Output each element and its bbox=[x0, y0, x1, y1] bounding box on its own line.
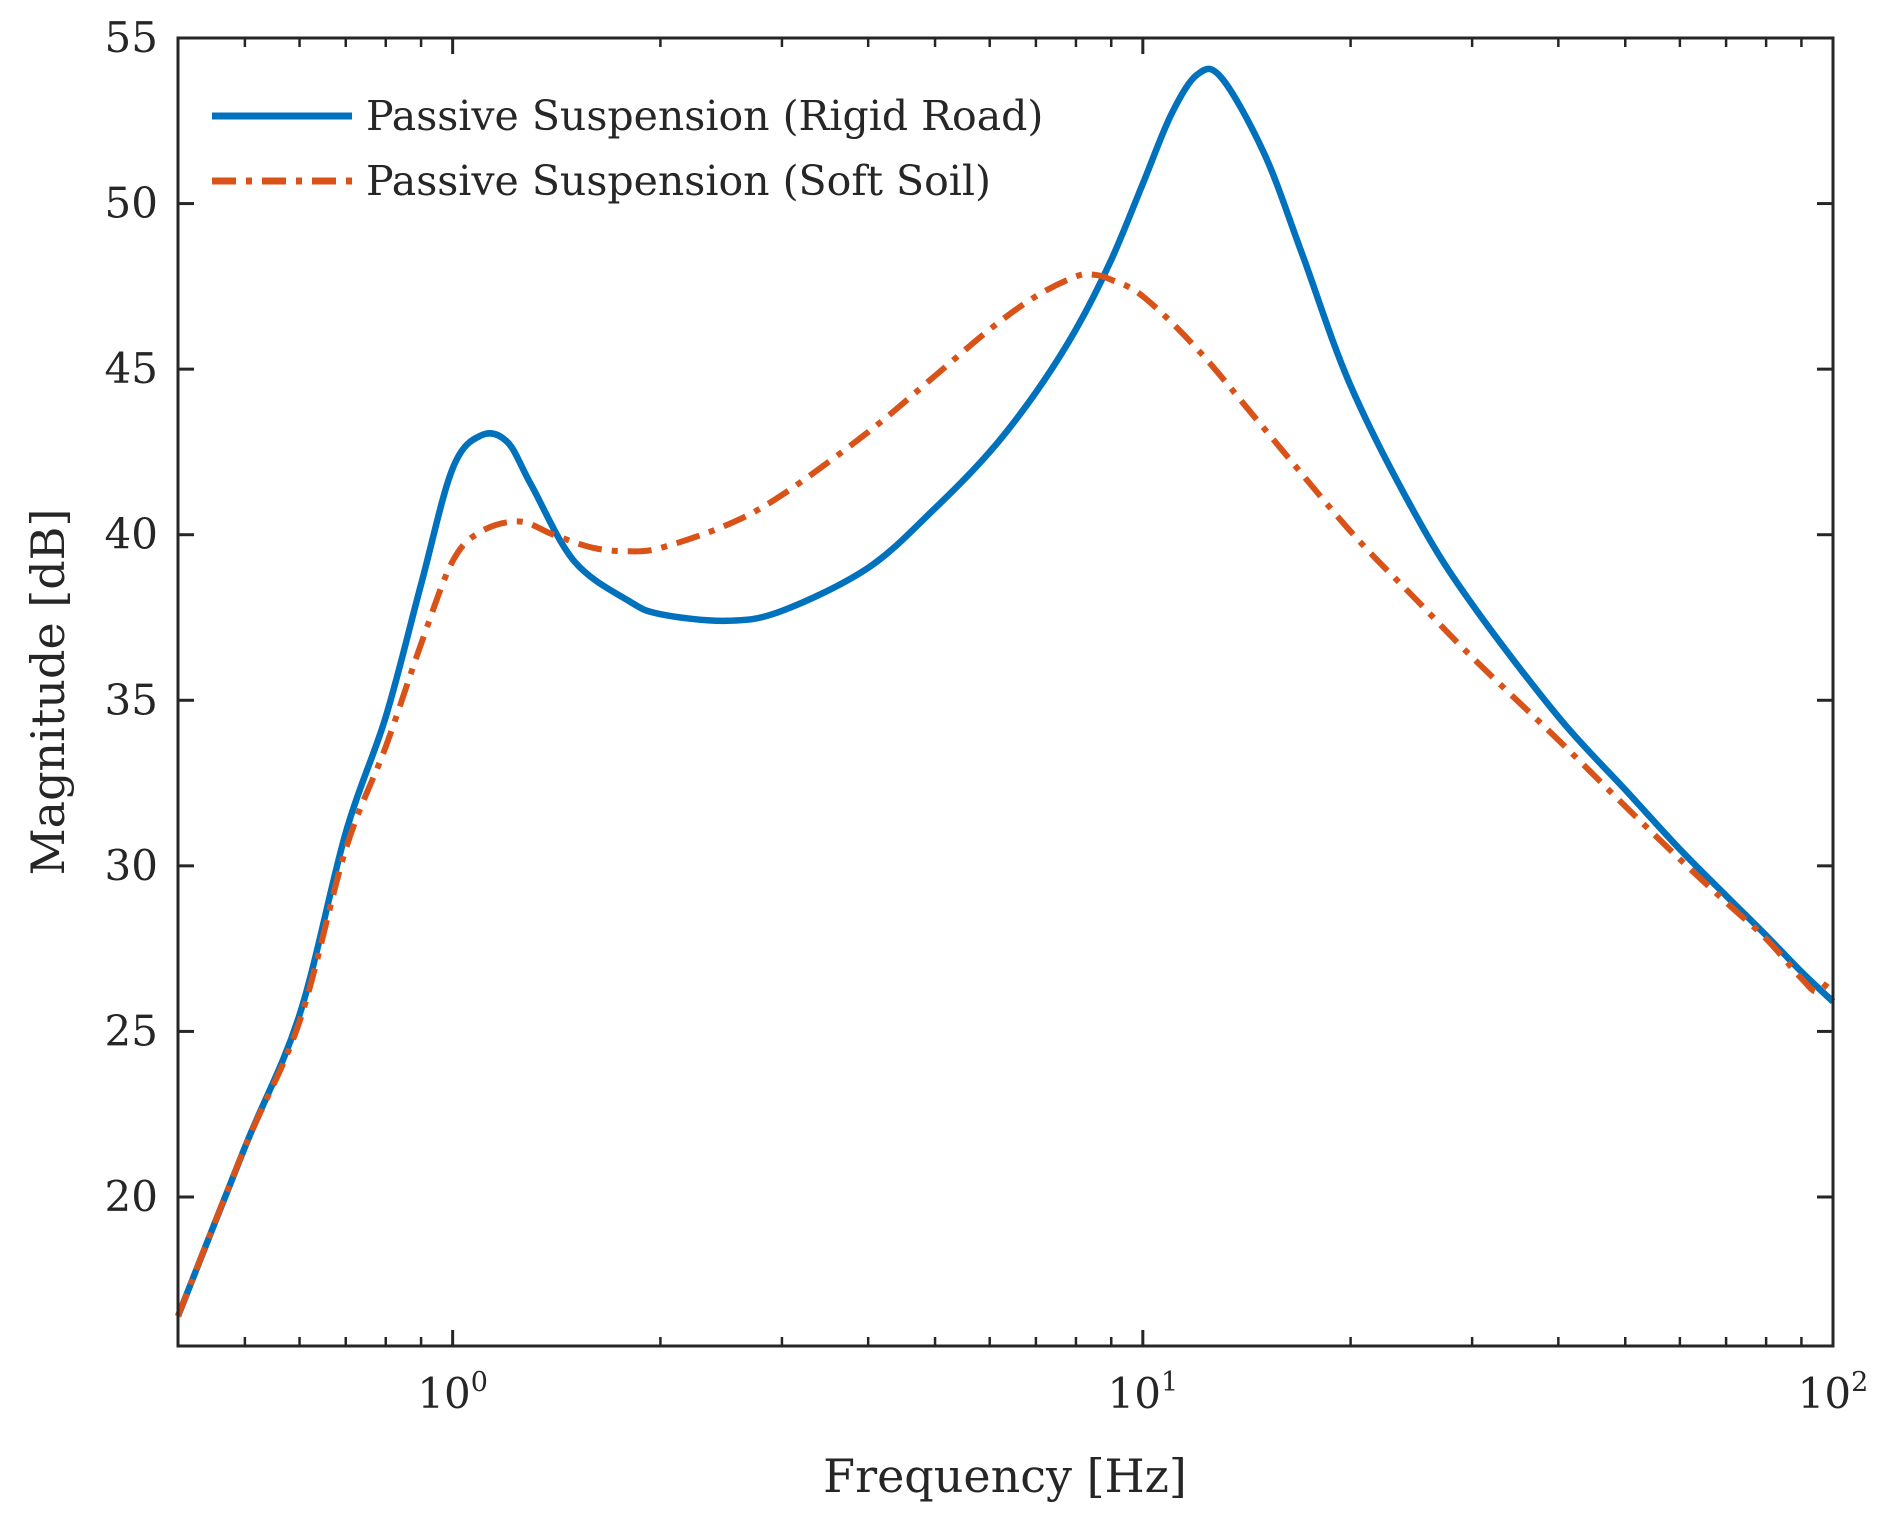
x-tick-label: 102 bbox=[1798, 1367, 1869, 1418]
y-tick-label: 25 bbox=[105, 1006, 158, 1055]
y-tick-label: 45 bbox=[105, 344, 158, 393]
x-axis-title: Frequency [Hz] bbox=[823, 1449, 1187, 1503]
y-tick-label: 35 bbox=[105, 675, 158, 724]
series-line-rigid-road bbox=[174, 65, 1836, 1318]
y-tick-label: 30 bbox=[105, 841, 158, 890]
legend-label-rigid-road: Passive Suspension (Rigid Road) bbox=[366, 92, 1043, 140]
y-tick-label: 50 bbox=[105, 179, 158, 228]
y-tick-label: 40 bbox=[105, 510, 158, 559]
legend-label-soft-soil: Passive Suspension (Soft Soil) bbox=[366, 157, 991, 205]
axes-box bbox=[176, 36, 1835, 1348]
x-tick-label: 101 bbox=[1108, 1367, 1179, 1418]
y-tick-label: 20 bbox=[105, 1172, 158, 1221]
series-layer bbox=[174, 65, 1836, 1318]
x-tick-label: 100 bbox=[417, 1367, 488, 1418]
y-axis-title: Magnitude [dB] bbox=[21, 509, 75, 876]
y-tick-label: 55 bbox=[105, 13, 158, 62]
plot-area bbox=[178, 38, 1833, 1346]
legend: Passive Suspension (Rigid Road) Passive … bbox=[212, 92, 1043, 205]
series-line-soft-soil bbox=[175, 271, 1836, 1318]
tick-labels-layer: 20 25 30 35 40 45 50 55 100 101 102 bbox=[105, 13, 1869, 1418]
